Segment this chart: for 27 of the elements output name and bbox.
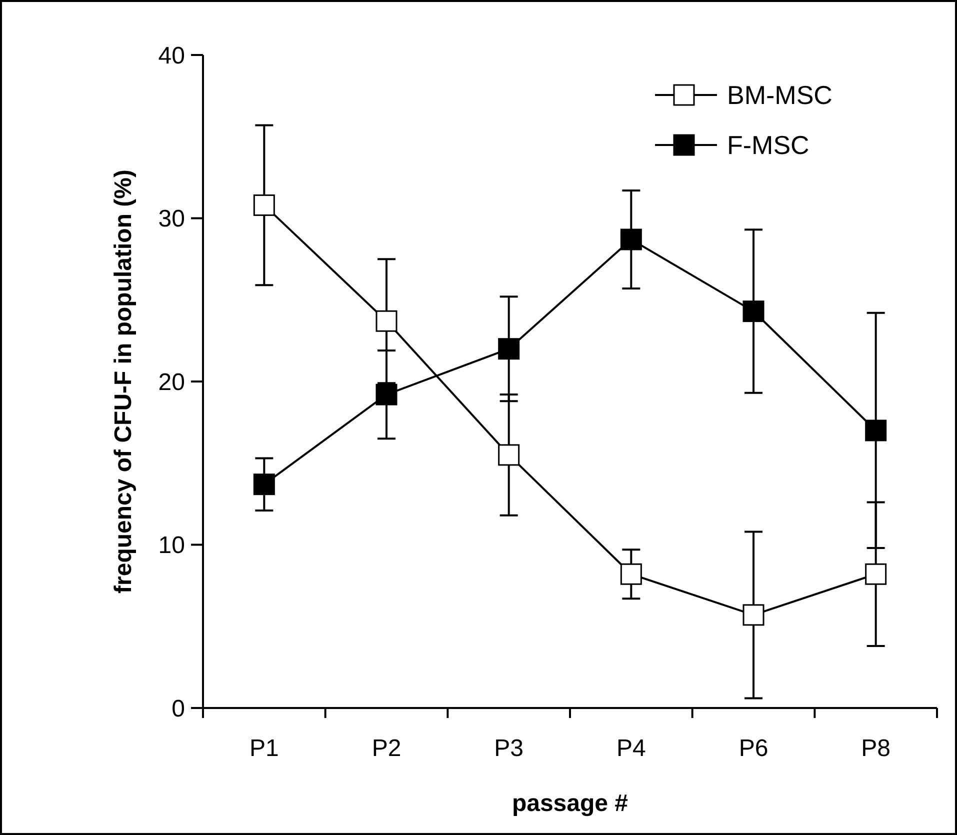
y-tick-label: 20: [158, 368, 185, 396]
y-tick-label: 30: [158, 206, 185, 233]
point: [865, 563, 887, 585]
y-tick-label: 10: [158, 532, 185, 560]
x-tick-label: P6: [738, 735, 768, 762]
legend-label: F-MSC: [727, 130, 810, 160]
point: [376, 310, 398, 332]
point: [865, 420, 887, 442]
point: [620, 228, 642, 250]
x-tick-label: P4: [616, 735, 646, 762]
y-tick-label: 40: [158, 42, 185, 70]
point: [253, 194, 275, 216]
point: [498, 444, 520, 466]
y-axis-title: frequency of CFU-F in population (%): [110, 170, 137, 594]
point: [498, 338, 520, 360]
point: [253, 474, 275, 496]
y-tick-label: 0: [172, 695, 185, 722]
point: [742, 300, 764, 322]
x-tick-label: P8: [861, 735, 891, 762]
point: [620, 563, 642, 585]
x-tick-label: P1: [249, 735, 279, 762]
point: [742, 604, 764, 626]
x-axis-title: passage #: [512, 790, 628, 817]
point: [376, 384, 398, 406]
legend-label: BM-MSC: [727, 80, 832, 110]
x-tick-label: P3: [494, 735, 524, 762]
x-tick-label: P2: [372, 735, 402, 762]
